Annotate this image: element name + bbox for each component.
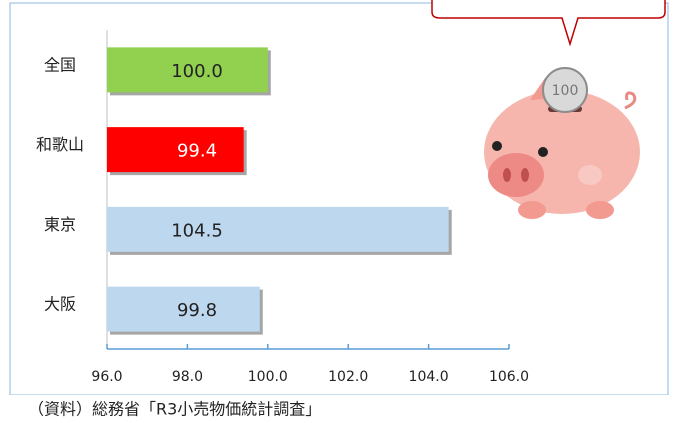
x-tick-label: 96.0 xyxy=(91,369,122,385)
y-tick-label: 全国 xyxy=(44,55,76,74)
pig-tail xyxy=(625,93,635,108)
bar xyxy=(107,207,449,252)
pig-eye xyxy=(492,141,502,151)
y-tick-label: 和歌山 xyxy=(36,135,84,154)
pig-cheek xyxy=(578,165,602,185)
coin-text: 100 xyxy=(552,83,579,99)
chart: 100 （資料）総務省「R3小売物価統計調査」 96.0 98.0 100.0 102… xyxy=(0,0,681,423)
y-tick-label: 東京 xyxy=(44,215,76,234)
x-tick-label: 98.0 xyxy=(172,369,203,385)
bar xyxy=(107,127,244,172)
x-tick-label: 102.0 xyxy=(328,369,368,385)
x-tick-label: 106.0 xyxy=(489,369,529,385)
speech-bubble xyxy=(432,0,665,44)
nostril xyxy=(521,168,529,182)
x-tick-label: 100.0 xyxy=(248,369,288,385)
value-label: 99.4 xyxy=(177,141,217,162)
pig-eye xyxy=(538,147,548,157)
y-tick-label: 大阪 xyxy=(44,295,76,314)
source-note: （資料）総務省「R3小売物価統計調査」 xyxy=(28,400,321,419)
pig-leg xyxy=(518,201,546,219)
value-label: 99.8 xyxy=(177,300,217,321)
value-label: 100.0 xyxy=(171,61,223,82)
x-tick-label: 104.0 xyxy=(409,369,449,385)
value-label: 104.5 xyxy=(171,220,223,241)
pig-snout xyxy=(488,153,544,197)
pig-leg xyxy=(586,201,614,219)
nostril xyxy=(503,168,511,182)
